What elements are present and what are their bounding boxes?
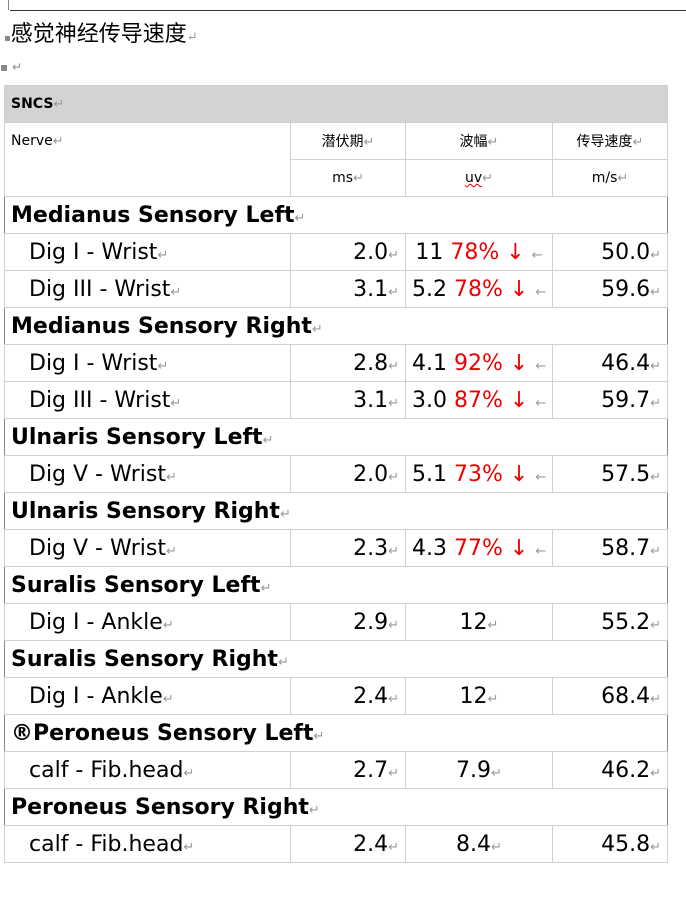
header-divider [10, 10, 686, 11]
latency-cell: 3.1↵ [290, 270, 406, 308]
table-row: Dig I - Wrist↵ 2.0↵ 11 78% ↓ ← 50.0↵ [4, 233, 669, 271]
section-title: Medianus Sensory Right↵ [3, 307, 669, 345]
table-caption-row: SNCS↵ [3, 85, 669, 123]
latency-cell: 3.1↵ [290, 381, 406, 419]
table-row: Dig V - Wrist↵ 2.3↵ 4.3 77% ↓ ← 58.7↵ [4, 529, 669, 567]
percent-value: 92% [454, 350, 503, 376]
table-row: calf - Fib.head↵ 2.7↵ 7.9↵ 46.2↵ [4, 751, 669, 789]
latency-cell: 2.3↵ [290, 529, 406, 567]
amplitude-cell: 11 78% ↓ ← [405, 233, 553, 271]
percent-value: 78% [454, 276, 503, 302]
percent-value: 77% [454, 535, 503, 561]
table-row: Dig I - Ankle↵ 2.9↵ 12↵ 55.2↵ [4, 603, 669, 641]
page-corner-mark [0, 0, 9, 10]
table-row: Dig III - Wrist↵ 3.1↵ 3.0 87% ↓ ← 59.7↵ [4, 381, 669, 419]
return-mark-icon: ↵ [186, 30, 198, 45]
header-row: Nerve↵ 潜伏期↵ 波幅↵ 传导速度↵ [4, 122, 669, 197]
empty-paragraph: ▪ ↵ [0, 60, 23, 74]
segment-cell: Dig III - Wrist↵ [4, 381, 291, 419]
segment-cell: Dig V - Wrist↵ [4, 455, 291, 493]
section-title: Ulnaris Sensory Right↵ [3, 492, 669, 530]
title-text: 感觉神经传导速度 [10, 22, 187, 47]
down-arrow-icon: ↓ [509, 276, 529, 302]
paragraph-mark-icon: ▪ [4, 33, 11, 44]
section-row: Medianus Sensory Right↵ [3, 307, 669, 345]
sncs-table: SNCS↵ Nerve↵ 潜伏期↵ 波幅↵ 传导速度↵ ms↵ uv↵ m/s↵… [3, 85, 669, 863]
table-row: calf - Fib.head↵ 2.4↵ 8.4↵ 45.8↵ [4, 825, 669, 863]
segment-cell: Dig III - Wrist↵ [4, 270, 291, 308]
amplitude-cell: 3.0 87% ↓ ← [405, 381, 553, 419]
segment-cell: Dig I - Ankle↵ [4, 603, 291, 641]
section-row: Suralis Sensory Right↵ [3, 640, 669, 678]
section-row: Suralis Sensory Left↵ [3, 566, 669, 604]
velocity-cell: 45.8↵ [551, 825, 669, 863]
latency-cell: 2.4↵ [290, 677, 406, 715]
segment-cell: Dig V - Wrist↵ [4, 529, 291, 567]
velocity-cell: 50.0↵ [551, 233, 669, 271]
section-row: Ulnaris Sensory Left↵ [3, 418, 669, 456]
amplitude-cell: 5.1 73% ↓ ← [405, 455, 553, 493]
down-arrow-icon: ↓ [509, 535, 529, 561]
amplitude-cell: 4.1 92% ↓ ← [405, 344, 553, 382]
segment-cell: calf - Fib.head↵ [4, 751, 291, 789]
amplitude-cell: 12↵ [405, 603, 553, 641]
amplitude-cell: 4.3 77% ↓ ← [405, 529, 553, 567]
velocity-cell: 57.5↵ [551, 455, 669, 493]
velocity-cell: 55.2↵ [551, 603, 669, 641]
velocity-cell: 46.2↵ [551, 751, 669, 789]
unit-amplitude: uv↵ [405, 159, 553, 197]
header-velocity: 传导速度↵ [551, 122, 669, 160]
header-nerve: Nerve↵ [4, 122, 291, 197]
latency-cell: 2.9↵ [290, 603, 406, 641]
segment-cell: Dig I - Wrist↵ [4, 233, 291, 271]
velocity-cell: 59.7↵ [551, 381, 669, 419]
down-arrow-icon: ↓ [509, 461, 529, 487]
header-latency: 潜伏期↵ [290, 122, 406, 160]
section-row: Ulnaris Sensory Right↵ [3, 492, 669, 530]
unit-velocity: m/s↵ [551, 159, 669, 197]
percent-value: 78% [450, 239, 500, 265]
latency-cell: 2.0↵ [290, 233, 406, 271]
amplitude-cell: 8.4↵ [405, 825, 553, 863]
segment-cell: Dig I - Wrist↵ [4, 344, 291, 382]
section-title: Medianus Sensory Left↵ [3, 196, 669, 234]
velocity-cell: 58.7↵ [551, 529, 669, 567]
velocity-cell: 46.4↵ [551, 344, 669, 382]
section-row: Peroneus Sensory Right↵ [3, 788, 669, 826]
section-title: Suralis Sensory Right↵ [3, 640, 669, 678]
velocity-cell: 59.6↵ [551, 270, 669, 308]
table-row: Dig I - Wrist↵ 2.8↵ 4.1 92% ↓ ← 46.4↵ [4, 344, 669, 382]
latency-cell: 2.8↵ [290, 344, 406, 382]
percent-value: 73% [454, 461, 503, 487]
unit-latency: ms↵ [290, 159, 406, 197]
section-title: Ulnaris Sensory Left↵ [3, 418, 669, 456]
amplitude-cell: 7.9↵ [405, 751, 553, 789]
section-title: ®Peroneus Sensory Left↵ [3, 714, 669, 752]
table-caption: SNCS↵ [3, 85, 669, 123]
table-row: Dig III - Wrist↵ 3.1↵ 5.2 78% ↓ ← 59.6↵ [4, 270, 669, 308]
percent-value: 87% [454, 387, 503, 413]
section-title: Suralis Sensory Left↵ [3, 566, 669, 604]
segment-cell: calf - Fib.head↵ [4, 825, 291, 863]
section-row: ®Peroneus Sensory Left↵ [3, 714, 669, 752]
down-arrow-icon: ↓ [509, 387, 529, 413]
down-arrow-icon: ↓ [509, 350, 529, 376]
amplitude-cell: 12↵ [405, 677, 553, 715]
down-arrow-icon: ↓ [506, 239, 525, 265]
latency-cell: 2.0↵ [290, 455, 406, 493]
header-amplitude: 波幅↵ [405, 122, 553, 160]
table-row: Dig V - Wrist↵ 2.0↵ 5.1 73% ↓ ← 57.5↵ [4, 455, 669, 493]
section-row: Medianus Sensory Left↵ [3, 196, 669, 234]
latency-cell: 2.4↵ [290, 825, 406, 863]
table-row: Dig I - Ankle↵ 2.4↵ 12↵ 68.4↵ [4, 677, 669, 715]
segment-cell: Dig I - Ankle↵ [4, 677, 291, 715]
latency-cell: 2.7↵ [290, 751, 406, 789]
section-title: Peroneus Sensory Right↵ [3, 788, 669, 826]
amplitude-cell: 5.2 78% ↓ ← [405, 270, 553, 308]
document-title: ▪感觉神经传导速度↵ [4, 16, 198, 48]
velocity-cell: 68.4↵ [551, 677, 669, 715]
